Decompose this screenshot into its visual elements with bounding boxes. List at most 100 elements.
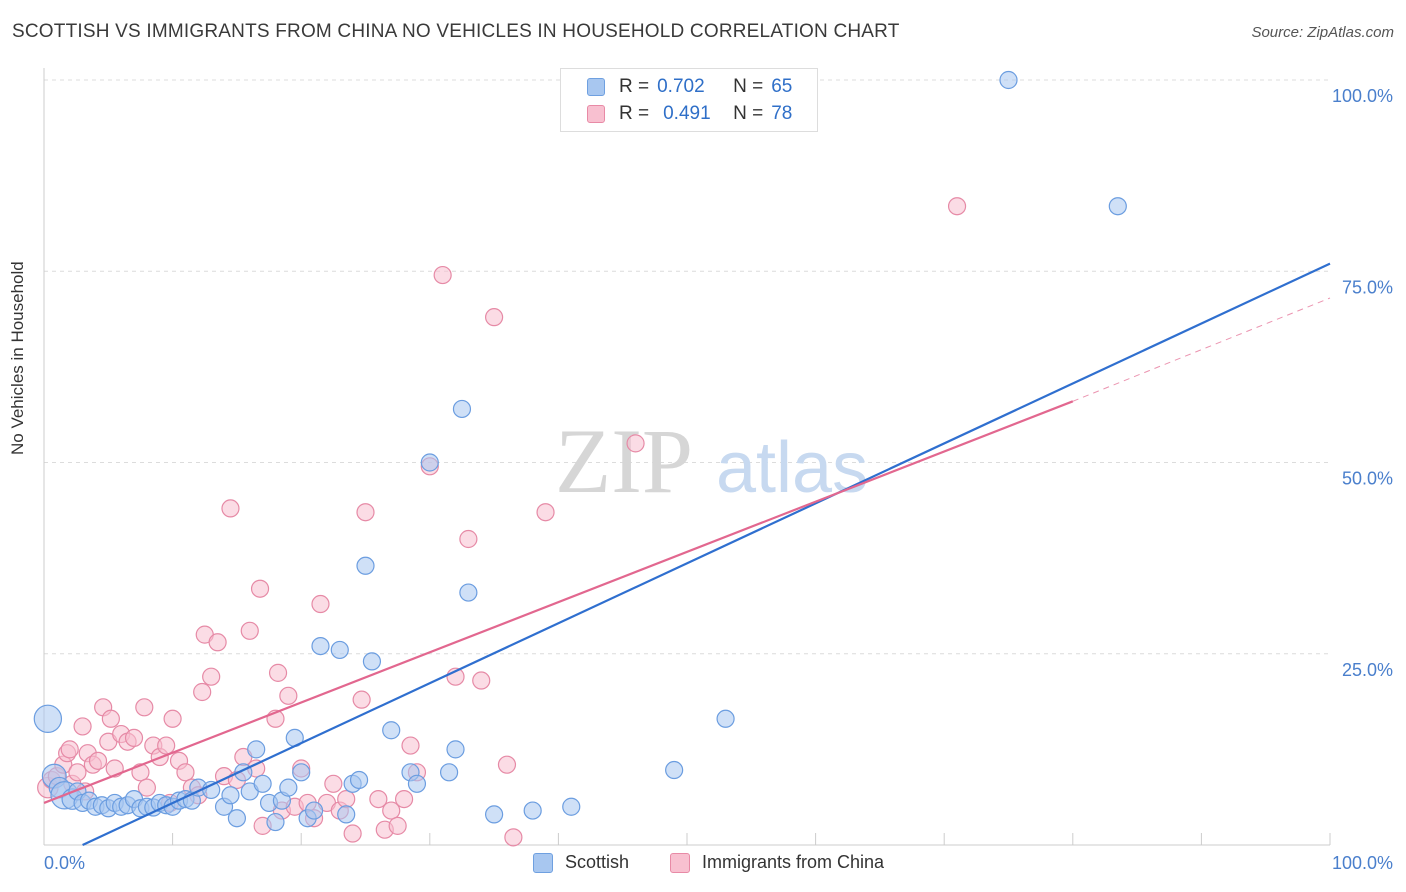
point-scottish	[716, 709, 735, 728]
point-china	[250, 579, 270, 598]
point-scottish	[227, 809, 246, 828]
point-china	[947, 197, 967, 216]
point-china	[433, 265, 452, 285]
point-scottish	[439, 763, 459, 782]
point-scottish	[1108, 197, 1127, 216]
gridlines	[44, 79, 1330, 655]
legend-r-value-scottish: 0.702	[657, 76, 705, 97]
point-scottish	[247, 740, 266, 759]
legend-r-label: R =	[619, 76, 650, 97]
point-china	[337, 789, 356, 809]
point-scottish	[362, 652, 382, 671]
point-scottish	[266, 812, 285, 832]
point-china	[279, 686, 298, 705]
series-scottish-points	[33, 70, 1127, 832]
point-china	[60, 740, 79, 759]
tick-labels: 100.0% 75.0% 50.0% 25.0% 0.0% 100.0%	[44, 86, 1393, 873]
point-china	[324, 774, 343, 793]
legend-row-scottish: R = 0.702 N = 65	[587, 75, 792, 99]
legend-swatch-china	[587, 105, 605, 123]
point-china	[536, 503, 555, 522]
point-scottish	[253, 774, 272, 793]
trend-lines	[43, 262, 1331, 846]
legend-label-scottish: Scottish	[565, 852, 630, 872]
point-scottish	[33, 704, 63, 733]
point-scottish	[279, 778, 298, 797]
point-china	[193, 682, 212, 702]
point-china	[176, 763, 195, 782]
point-scottish	[459, 583, 478, 602]
y-tick-label: 100.0%	[1332, 86, 1393, 106]
point-scottish	[356, 556, 375, 575]
point-scottish	[337, 805, 356, 824]
point-china	[157, 736, 176, 755]
point-scottish	[999, 70, 1018, 90]
x-tick-label: 100.0%	[1332, 853, 1393, 873]
point-china	[472, 671, 491, 690]
y-tick-label: 25.0%	[1342, 660, 1393, 680]
point-china	[504, 828, 523, 847]
point-china	[202, 667, 221, 686]
legend-n-value-scottish: 65	[771, 76, 793, 97]
point-china	[382, 801, 401, 820]
point-china	[240, 621, 259, 640]
point-scottish	[446, 740, 465, 759]
y-tick-label: 75.0%	[1342, 277, 1393, 297]
point-scottish	[311, 636, 330, 656]
legend-r-label: R =	[619, 103, 650, 124]
legend-item-china[interactable]: Immigrants from China	[670, 852, 884, 873]
point-china	[73, 717, 92, 736]
watermark-atlas: atlas	[716, 428, 868, 508]
point-china	[369, 789, 388, 809]
legend-row-china: R = 0.491 N = 78	[587, 102, 792, 126]
point-scottish	[292, 763, 311, 782]
point-china	[163, 709, 182, 728]
point-china	[137, 778, 156, 797]
point-china	[135, 698, 154, 717]
point-scottish	[349, 770, 369, 790]
point-china	[124, 728, 144, 748]
point-china	[485, 308, 504, 327]
point-scottish	[665, 760, 684, 780]
watermark-zip: ZIP	[555, 410, 693, 512]
point-scottish	[330, 640, 349, 660]
point-china	[388, 816, 407, 835]
point-china	[268, 663, 288, 682]
point-scottish	[485, 805, 504, 824]
legend-swatch-scottish	[533, 852, 553, 873]
correlation-legend: R = 0.702 N = 65 R = 0.491 N = 78	[560, 68, 818, 132]
legend-r-value-china: 0.491	[663, 103, 711, 124]
point-scottish	[452, 399, 472, 419]
trend-line-scottish	[82, 262, 1331, 846]
point-china	[221, 499, 240, 518]
point-china	[101, 709, 120, 728]
chart-title: SCOTTISH VS IMMIGRANTS FROM CHINA NO VEH…	[12, 21, 900, 42]
legend-n-label: N =	[733, 76, 764, 97]
point-scottish	[562, 797, 581, 816]
legend-label-china: Immigrants from China	[702, 852, 885, 872]
series-china-points	[37, 197, 967, 847]
point-scottish	[523, 801, 542, 820]
point-china	[626, 434, 645, 453]
point-scottish	[304, 801, 324, 820]
point-scottish	[420, 453, 439, 472]
legend-n-value-china: 78	[771, 103, 793, 124]
point-china	[311, 594, 330, 614]
watermark: ZIP atlas	[555, 410, 868, 512]
legend-swatch-scottish	[587, 78, 605, 96]
point-china	[343, 824, 362, 843]
trend-extension-china	[1072, 297, 1331, 402]
point-china	[352, 690, 371, 709]
legend-swatch-china	[670, 852, 690, 873]
legend-item-scottish[interactable]: Scottish	[533, 852, 629, 873]
x-tick-label: 0.0%	[44, 853, 85, 873]
legend-n-label: N =	[733, 103, 764, 124]
point-china	[497, 755, 517, 774]
point-china	[394, 789, 414, 809]
point-scottish	[382, 721, 401, 740]
point-scottish	[221, 786, 240, 805]
point-china	[401, 736, 420, 755]
series-legend: Scottish Immigrants from China	[0, 852, 1406, 876]
point-china	[68, 763, 87, 782]
